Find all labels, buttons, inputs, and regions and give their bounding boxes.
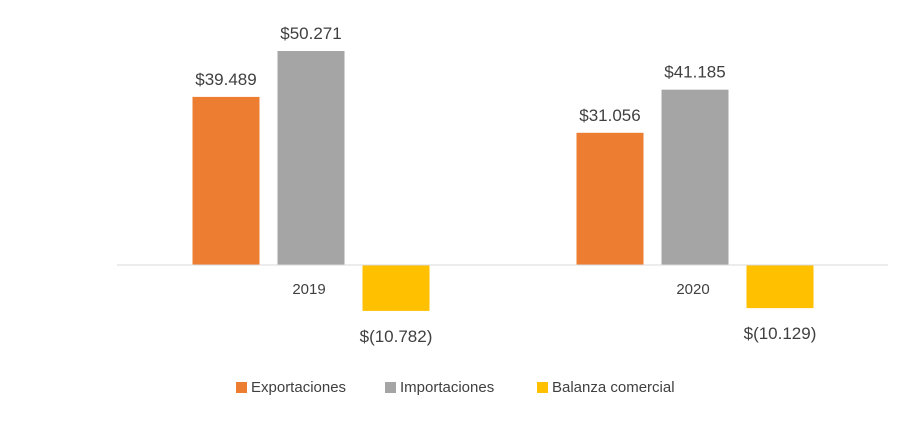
category-label-2020: 2020	[676, 281, 709, 298]
bar-exportaciones-2020	[576, 132, 644, 265]
data-label-balanza-comercial-2019: $(10.782)	[360, 327, 433, 346]
bar-importaciones-2019	[277, 51, 345, 265]
legend-swatch	[385, 382, 396, 393]
data-label-exportaciones-2019: $39.489	[195, 70, 256, 89]
legend-item-balanza-comercial: Balanza comercial	[537, 379, 675, 396]
legend-item-importaciones: Importaciones	[385, 379, 494, 396]
bar-exportaciones-2019	[192, 96, 260, 265]
legend-label: Exportaciones	[251, 379, 346, 396]
legend-item-exportaciones: Exportaciones	[236, 379, 346, 396]
bar-balanza-comercial-2019	[362, 265, 430, 311]
data-label-importaciones-2020: $41.185	[664, 63, 725, 82]
bar-balanza-comercial-2020	[746, 265, 814, 309]
labels-group: $39.489 $50.271 $(10.782) 2019 $31.056 $41.18…	[195, 24, 816, 346]
bars-group	[192, 51, 814, 311]
legend: Exportaciones Importaciones Balanza comerc…	[236, 379, 675, 396]
legend-swatch	[236, 382, 247, 393]
data-label-exportaciones-2020: $31.056	[579, 106, 640, 125]
legend-swatch	[537, 382, 548, 393]
legend-label: Balanza comercial	[552, 379, 675, 396]
data-label-importaciones-2019: $50.271	[280, 24, 341, 43]
legend-label: Importaciones	[400, 379, 494, 396]
bar-importaciones-2020	[661, 89, 729, 266]
data-label-balanza-comercial-2020: $(10.129)	[744, 324, 817, 343]
category-label-2019: 2019	[292, 281, 325, 298]
